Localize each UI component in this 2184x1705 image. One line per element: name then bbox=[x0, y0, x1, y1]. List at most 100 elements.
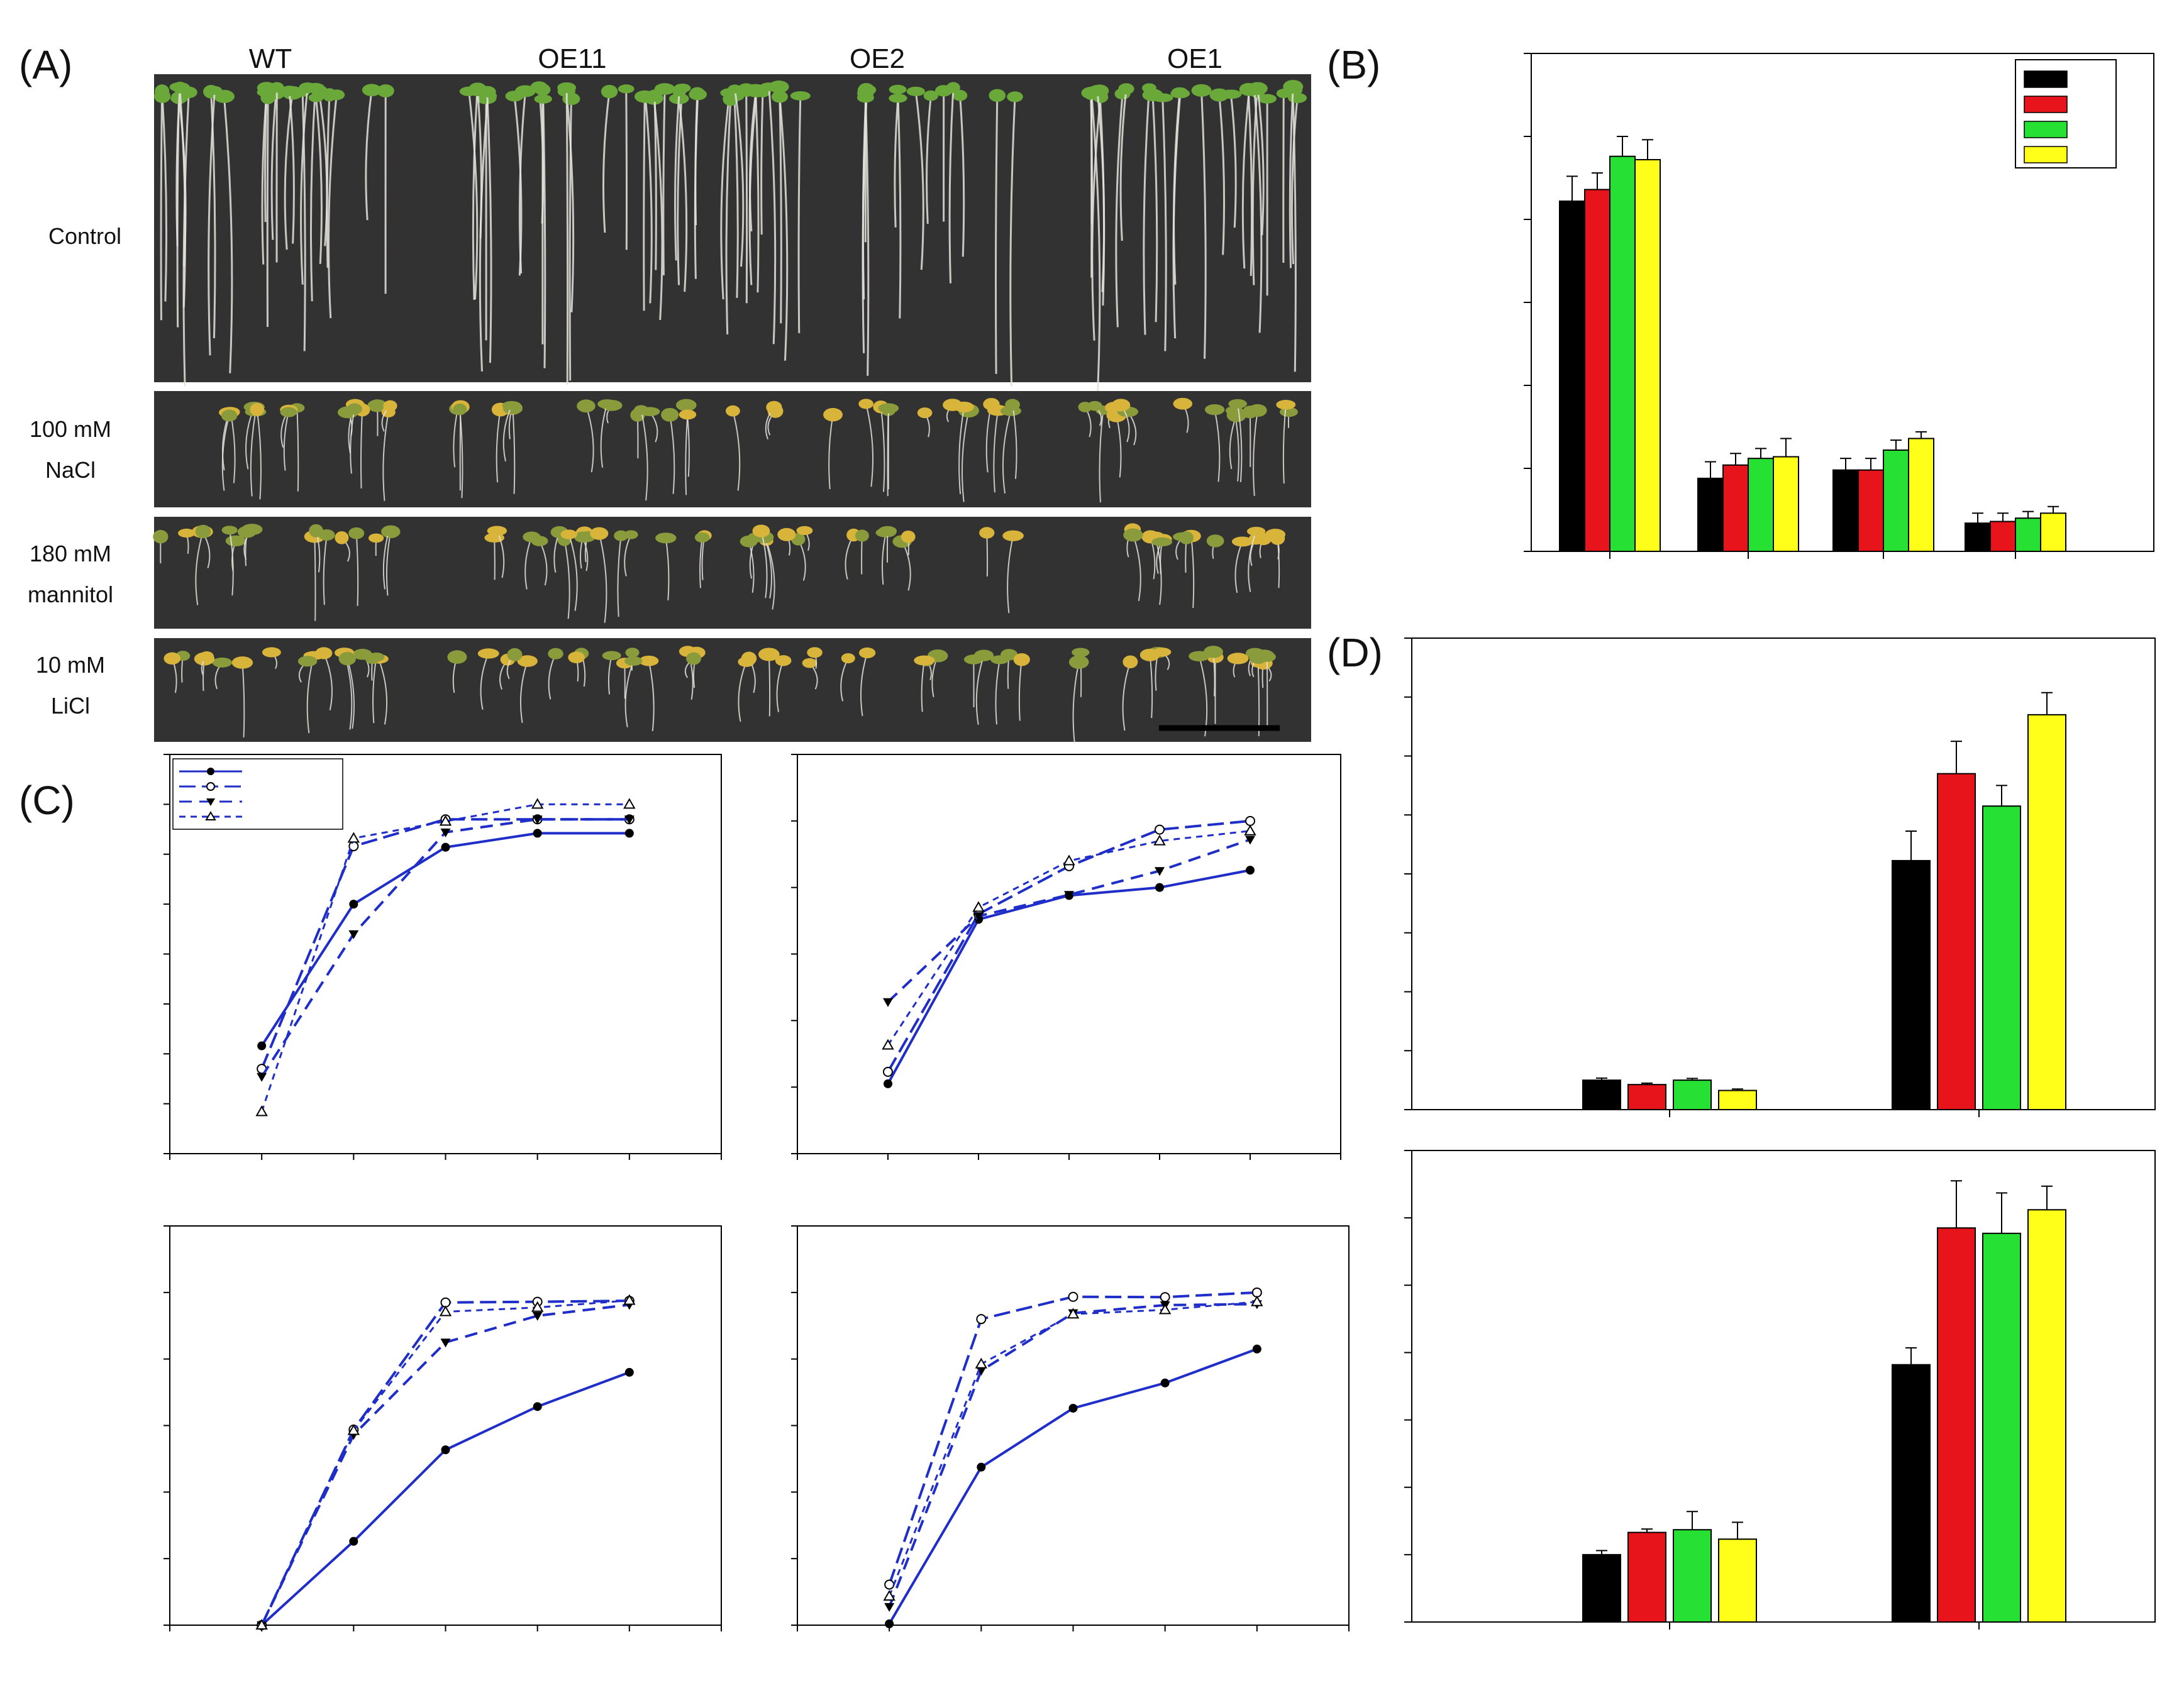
seedling-leaf bbox=[221, 526, 238, 535]
seedling-leaf bbox=[601, 84, 618, 99]
chart-d1-p5cs1 bbox=[1404, 637, 2156, 1117]
point-oe26 bbox=[976, 1367, 987, 1376]
seedling-root bbox=[486, 91, 492, 363]
seedling-leaf bbox=[636, 94, 655, 103]
point-oe4 bbox=[1155, 824, 1165, 835]
seedling-root bbox=[669, 414, 675, 494]
point-oe4 bbox=[1245, 815, 1255, 826]
seedling-leaf bbox=[901, 530, 916, 543]
seedling-root bbox=[645, 98, 653, 304]
seedling-root bbox=[1172, 93, 1182, 339]
seedling-leaf bbox=[318, 529, 335, 541]
seedling-root bbox=[1241, 91, 1250, 269]
seedling-root bbox=[765, 541, 775, 610]
series-line-oe26 bbox=[888, 1303, 1257, 1608]
seedling-root bbox=[1007, 535, 1014, 614]
seedling-leaf bbox=[346, 403, 362, 415]
seedling-leaf bbox=[153, 529, 169, 544]
seedling-root bbox=[1002, 411, 1012, 494]
seedling-leaf bbox=[639, 655, 659, 666]
seedling-root bbox=[378, 658, 388, 725]
point-oe40 bbox=[531, 1301, 544, 1312]
chart-c4-mannitol bbox=[791, 1225, 1350, 1631]
row-label-mannitol-2: mannitol bbox=[28, 582, 113, 607]
seedling-leaf bbox=[507, 648, 523, 661]
point-oe4 bbox=[976, 1314, 987, 1325]
seedling-leaf bbox=[1087, 400, 1102, 411]
seedling-root bbox=[1282, 404, 1287, 484]
point-wt bbox=[624, 1367, 634, 1377]
point-wt bbox=[441, 1445, 450, 1455]
seedling-root bbox=[653, 96, 657, 270]
seedling-root bbox=[318, 90, 328, 246]
seedling-leaf bbox=[1111, 399, 1131, 412]
seedling-root bbox=[914, 91, 924, 270]
seedling-leaf bbox=[322, 88, 337, 102]
seedling-leaf bbox=[686, 652, 701, 665]
series-line-wt bbox=[260, 832, 629, 1047]
column-header-oe11: OE11 bbox=[538, 43, 606, 74]
seedling-root bbox=[948, 87, 955, 284]
seedling-root bbox=[229, 530, 234, 596]
seedling-root bbox=[1090, 94, 1101, 393]
seedling-leaf bbox=[1206, 534, 1224, 548]
seedling-leaf bbox=[802, 658, 818, 668]
seedling-leaf bbox=[1072, 648, 1090, 657]
seedling-leaf bbox=[923, 90, 939, 101]
series-line-oe4 bbox=[888, 1291, 1257, 1586]
seedling-root bbox=[662, 89, 666, 275]
bar-wt bbox=[1832, 469, 1859, 553]
point-oe40 bbox=[1067, 1308, 1080, 1319]
seedling-root bbox=[1190, 536, 1195, 609]
point-oe26 bbox=[1064, 891, 1074, 900]
bar-oe1 bbox=[1718, 1538, 1757, 1623]
seedling-leaf bbox=[807, 647, 823, 658]
point-wt bbox=[441, 842, 450, 852]
legend-box bbox=[172, 758, 343, 830]
seedling-root bbox=[1253, 410, 1258, 496]
seedling-leaf bbox=[728, 84, 742, 94]
point-oe26 bbox=[532, 815, 543, 825]
series-line-oe26 bbox=[260, 1303, 630, 1626]
bar-oe1 bbox=[2040, 512, 2066, 553]
column-header-oe1: OE1 bbox=[1167, 43, 1222, 74]
series-line-wt bbox=[888, 1347, 1258, 1625]
seedling-leaf bbox=[383, 400, 397, 412]
point-oe26 bbox=[257, 1073, 267, 1082]
seedling-root bbox=[300, 87, 309, 285]
seedling-leaf bbox=[855, 529, 869, 542]
point-oe4 bbox=[1068, 1291, 1078, 1302]
seedling-leaf bbox=[935, 85, 953, 97]
seedling-leaf bbox=[953, 90, 968, 101]
row-label-mannitol-1: 180 mM bbox=[30, 541, 111, 566]
seedling-leaf bbox=[775, 655, 792, 666]
seedling-leaf bbox=[723, 92, 739, 106]
seedling-root bbox=[678, 98, 688, 292]
point-wt bbox=[1252, 1344, 1261, 1354]
seedling-root bbox=[995, 659, 1001, 725]
column-header-oe2: OE2 bbox=[850, 43, 905, 74]
series-line-oe4 bbox=[260, 818, 629, 1069]
point-oe40 bbox=[439, 815, 452, 826]
seedling-leaf bbox=[597, 399, 617, 409]
seedling-leaf bbox=[689, 88, 707, 101]
seedling-leaf bbox=[758, 648, 780, 661]
seedling-leaf bbox=[752, 524, 770, 538]
seedling-root bbox=[894, 98, 899, 228]
seedling-root bbox=[328, 94, 338, 319]
seedling-root bbox=[745, 90, 748, 304]
point-wt bbox=[1068, 1403, 1078, 1413]
seedling-root bbox=[1161, 97, 1167, 351]
seedling-leaf bbox=[858, 647, 876, 658]
seedling-root bbox=[1012, 404, 1017, 479]
seedling-root bbox=[959, 95, 965, 257]
point-oe40 bbox=[882, 1039, 894, 1050]
seedling-root bbox=[315, 97, 323, 264]
seedling-root bbox=[326, 94, 331, 268]
seedling-leaf bbox=[679, 409, 697, 420]
seedling-root bbox=[860, 653, 868, 717]
point-oe26 bbox=[624, 815, 635, 825]
seedling-root bbox=[314, 536, 316, 621]
seedling-root bbox=[161, 96, 168, 302]
seedling-leaf bbox=[1228, 399, 1247, 409]
